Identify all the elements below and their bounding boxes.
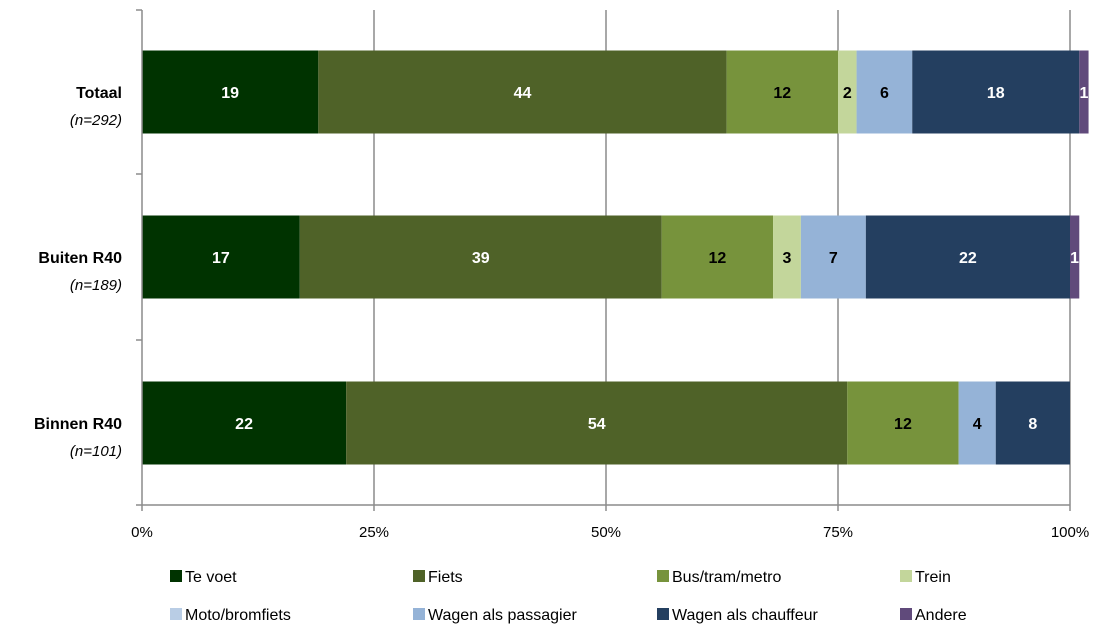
data-label: 12 <box>773 85 791 102</box>
bar-segment <box>865 215 1070 299</box>
bar-segment <box>1070 215 1080 299</box>
bar-segment <box>142 215 300 299</box>
bar-segment <box>847 381 959 465</box>
x-tick-label: 50% <box>591 524 621 541</box>
x-tick-label: 75% <box>823 524 853 541</box>
bar-segment <box>142 381 347 465</box>
data-label: 18 <box>987 85 1005 102</box>
bar-segment <box>661 215 774 299</box>
legend-swatch <box>657 608 669 620</box>
data-label: 7 <box>829 250 838 267</box>
category-sample-size: (n=101) <box>70 443 122 460</box>
bar-segment <box>726 50 838 134</box>
legend-label: Bus/tram/metro <box>672 569 781 586</box>
data-label: 22 <box>959 250 977 267</box>
legend-swatch <box>413 608 425 620</box>
legend-label: Wagen als chauffeur <box>672 607 819 624</box>
data-label: 12 <box>894 416 912 433</box>
category-label: Buiten R40 <box>38 250 122 267</box>
x-tick-label: 25% <box>359 524 389 541</box>
bar-segment <box>995 381 1070 465</box>
data-label: 19 <box>221 85 239 102</box>
bar-segment <box>912 50 1080 134</box>
legend-swatch <box>170 608 182 620</box>
legend-label: Fiets <box>428 569 463 586</box>
bar-segment <box>299 215 662 299</box>
legend-label: Moto/bromfiets <box>185 607 291 624</box>
legend-swatch <box>657 570 669 582</box>
bar-segment <box>142 50 319 134</box>
bar-segment <box>958 381 996 465</box>
data-label: 22 <box>235 416 253 433</box>
legend-swatch <box>900 608 912 620</box>
legend: Te voet Fiets Bus/tram/metro Trein Moto/brom… <box>170 569 967 624</box>
data-label: 54 <box>588 416 606 433</box>
data-label: 6 <box>880 85 889 102</box>
bar-segment <box>346 381 848 465</box>
data-label: 39 <box>472 250 490 267</box>
data-label: 4 <box>973 416 982 433</box>
bar-segment <box>856 50 913 134</box>
legend-swatch <box>170 570 182 582</box>
category-label: Binnen R40 <box>34 416 122 433</box>
legend-label: Wagen als passagier <box>428 607 577 624</box>
bar-segment <box>773 215 801 299</box>
bar-segment <box>800 215 866 299</box>
data-label: 12 <box>708 250 726 267</box>
data-label: 44 <box>514 85 532 102</box>
bar-segment <box>838 50 857 134</box>
legend-swatch <box>900 570 912 582</box>
data-label: 2 <box>843 85 852 102</box>
data-label: 17 <box>212 250 230 267</box>
x-tick-label: 100% <box>1051 524 1089 541</box>
legend-label: Trein <box>915 569 951 586</box>
legend-swatch <box>413 570 425 582</box>
x-tick-label: 0% <box>131 524 153 541</box>
data-label: 8 <box>1028 416 1037 433</box>
data-label: 1 <box>1070 250 1079 267</box>
category-sample-size: (n=189) <box>70 277 122 294</box>
category-label: Totaal <box>76 85 122 102</box>
legend-label: Te voet <box>185 569 237 586</box>
bars: 19 44 12 2 6 18 117 39 12 3 7 22 122 54 12 4 8 <box>142 50 1089 465</box>
legend-label: Andere <box>915 607 967 624</box>
axes: 0% 25% 50% 75% 100% Totaal (n=292) Buiten R40 (n… <box>34 9 1089 541</box>
data-label: 3 <box>783 250 792 267</box>
bar-segment <box>318 50 727 134</box>
category-sample-size: (n=292) <box>70 112 122 129</box>
bar-segment <box>1079 50 1089 134</box>
data-label: 1 <box>1079 85 1088 102</box>
